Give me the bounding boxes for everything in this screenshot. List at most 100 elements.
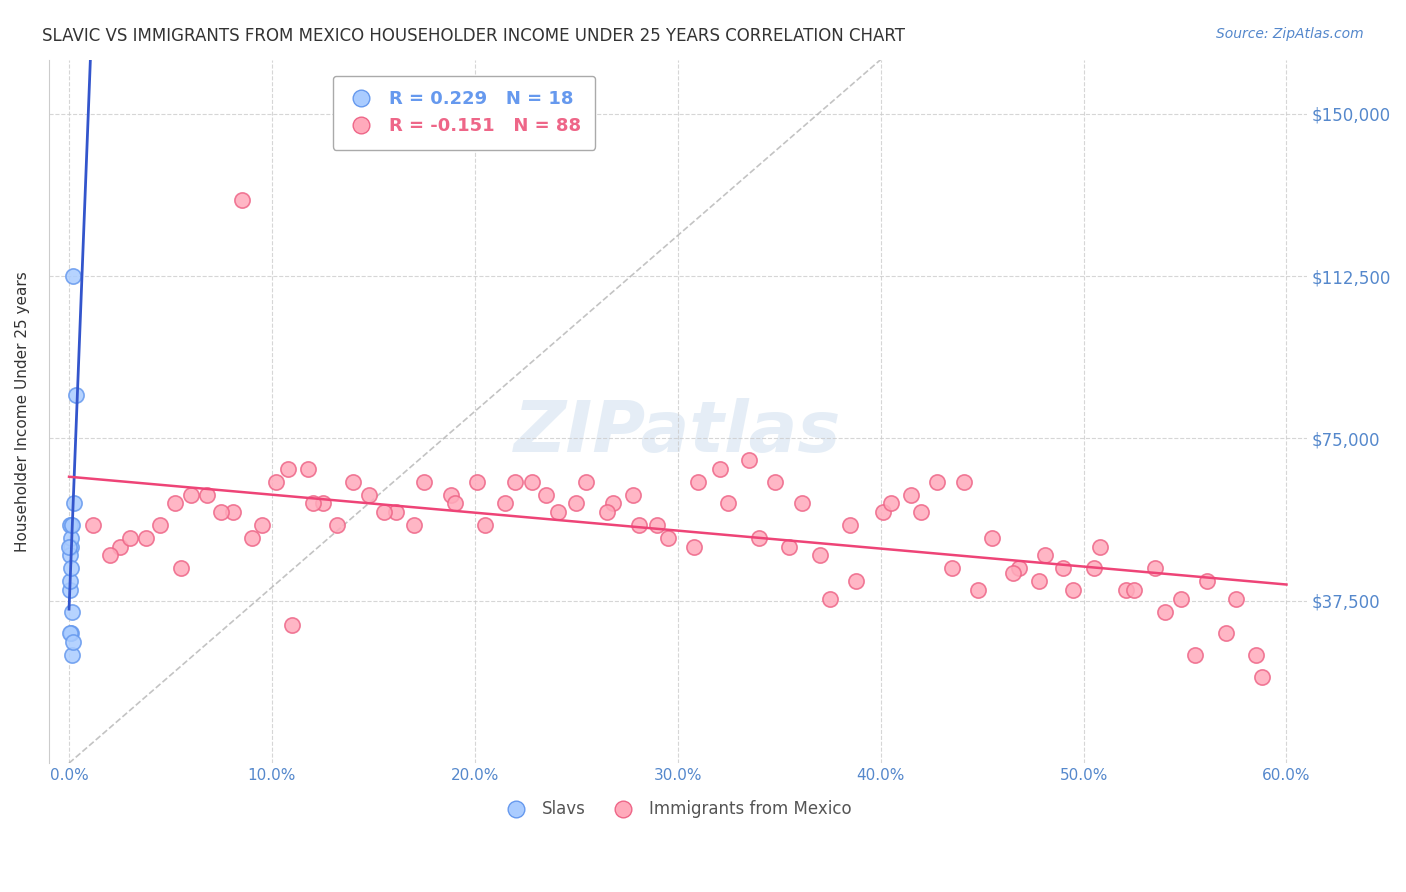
Point bbox=[359, 488, 381, 502]
Point bbox=[628, 518, 651, 533]
Point bbox=[808, 549, 831, 563]
Point bbox=[62, 496, 84, 510]
Point bbox=[59, 626, 82, 640]
Point bbox=[402, 518, 425, 533]
Point bbox=[967, 582, 990, 597]
Point bbox=[1153, 605, 1175, 619]
Point bbox=[180, 488, 202, 502]
Point bbox=[326, 518, 349, 533]
Point bbox=[872, 505, 894, 519]
Point bbox=[264, 475, 287, 489]
Point bbox=[59, 549, 82, 563]
Point bbox=[65, 388, 87, 402]
Point bbox=[209, 505, 232, 519]
Point bbox=[575, 475, 598, 489]
Point bbox=[60, 540, 83, 554]
Point bbox=[1033, 549, 1056, 563]
Point bbox=[439, 488, 461, 502]
Point bbox=[59, 574, 82, 589]
Text: Source: ZipAtlas.com: Source: ZipAtlas.com bbox=[1216, 27, 1364, 41]
Point bbox=[474, 518, 496, 533]
Point bbox=[281, 617, 304, 632]
Point bbox=[738, 453, 761, 467]
Point bbox=[135, 531, 157, 545]
Point bbox=[845, 574, 868, 589]
Point bbox=[59, 531, 82, 545]
Point bbox=[1028, 574, 1050, 589]
Point bbox=[62, 635, 84, 649]
Point bbox=[60, 648, 83, 662]
Point bbox=[443, 496, 465, 510]
Point bbox=[1251, 669, 1274, 683]
Point bbox=[596, 505, 619, 519]
Point bbox=[1225, 591, 1247, 606]
Point bbox=[163, 496, 186, 510]
Point bbox=[59, 518, 82, 533]
Point bbox=[149, 518, 172, 533]
Point bbox=[1088, 540, 1111, 554]
Y-axis label: Householder Income Under 25 years: Householder Income Under 25 years bbox=[15, 271, 30, 552]
Point bbox=[297, 461, 319, 475]
Point bbox=[790, 496, 813, 510]
Point bbox=[342, 475, 364, 489]
Point bbox=[413, 475, 436, 489]
Point bbox=[59, 561, 82, 575]
Point bbox=[60, 518, 83, 533]
Point bbox=[301, 496, 323, 510]
Point bbox=[657, 531, 679, 545]
Point bbox=[927, 475, 949, 489]
Point bbox=[709, 461, 731, 475]
Point bbox=[384, 505, 406, 519]
Point bbox=[373, 505, 395, 519]
Point bbox=[250, 518, 273, 533]
Point bbox=[565, 496, 588, 510]
Point bbox=[195, 488, 218, 502]
Point bbox=[981, 531, 1004, 545]
Point bbox=[118, 531, 141, 545]
Point bbox=[240, 531, 263, 545]
Point bbox=[1001, 566, 1024, 580]
Point bbox=[60, 626, 83, 640]
Point bbox=[910, 505, 932, 519]
Point bbox=[108, 540, 131, 554]
Point bbox=[60, 605, 83, 619]
Point bbox=[683, 540, 706, 554]
Point bbox=[1184, 648, 1206, 662]
Point bbox=[818, 591, 841, 606]
Point bbox=[58, 540, 80, 554]
Point bbox=[1244, 648, 1267, 662]
Point bbox=[1052, 561, 1074, 575]
Point bbox=[505, 475, 527, 489]
Point bbox=[222, 505, 245, 519]
Legend: Slavs, Immigrants from Mexico: Slavs, Immigrants from Mexico bbox=[496, 794, 859, 825]
Point bbox=[1197, 574, 1219, 589]
Point bbox=[763, 475, 786, 489]
Point bbox=[82, 518, 104, 533]
Point bbox=[717, 496, 740, 510]
Point bbox=[60, 518, 83, 533]
Point bbox=[1083, 561, 1105, 575]
Point bbox=[62, 268, 84, 283]
Text: SLAVIC VS IMMIGRANTS FROM MEXICO HOUSEHOLDER INCOME UNDER 25 YEARS CORRELATION C: SLAVIC VS IMMIGRANTS FROM MEXICO HOUSEHO… bbox=[42, 27, 905, 45]
Point bbox=[1115, 582, 1137, 597]
Point bbox=[778, 540, 800, 554]
Point bbox=[1062, 582, 1084, 597]
Point bbox=[494, 496, 516, 510]
Point bbox=[1123, 582, 1146, 597]
Point bbox=[647, 518, 669, 533]
Point bbox=[547, 505, 569, 519]
Point bbox=[534, 488, 557, 502]
Point bbox=[686, 475, 709, 489]
Point bbox=[169, 561, 191, 575]
Point bbox=[231, 194, 253, 208]
Point bbox=[1143, 561, 1166, 575]
Point bbox=[953, 475, 976, 489]
Point bbox=[1170, 591, 1192, 606]
Point bbox=[621, 488, 644, 502]
Point bbox=[465, 475, 488, 489]
Point bbox=[941, 561, 963, 575]
Point bbox=[900, 488, 922, 502]
Point bbox=[98, 549, 121, 563]
Point bbox=[1007, 561, 1029, 575]
Point bbox=[748, 531, 770, 545]
